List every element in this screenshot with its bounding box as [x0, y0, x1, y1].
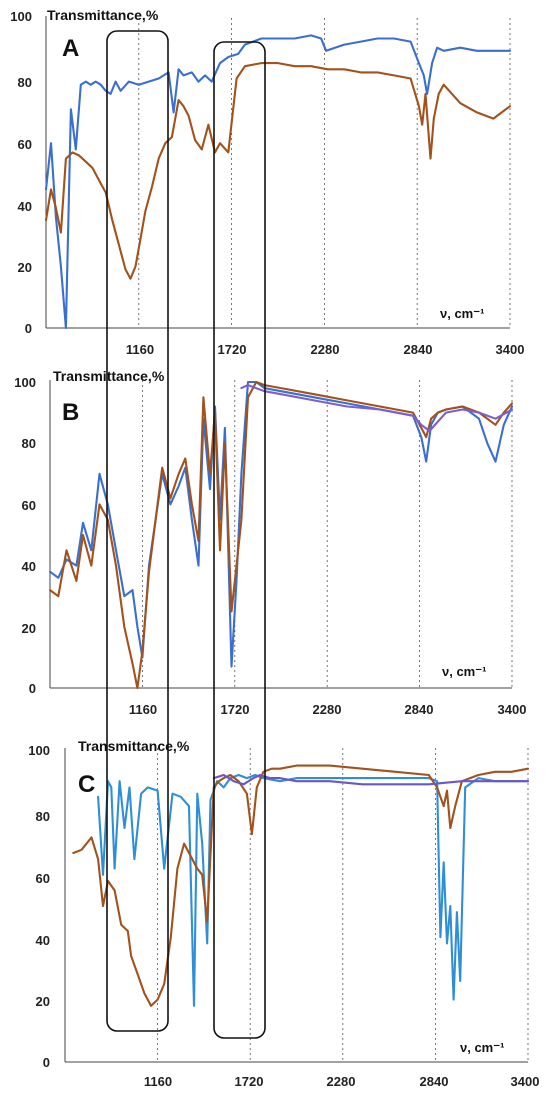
panel-c-letter: C: [78, 771, 95, 798]
panel-b-ytick-100: 100: [14, 375, 36, 390]
panel-c-xtick-1720: 1720: [235, 1074, 264, 1089]
panel-a-ytick-60: 60: [18, 137, 32, 152]
panel-a-ytick-20: 20: [18, 260, 32, 275]
panel-a-xtick-1720: 1720: [218, 342, 247, 357]
panel-c-y-axis-title: Transmittance,%: [78, 738, 190, 754]
panel-b-series: [48, 380, 514, 690]
panel-c-x-axis-title: ν, cm⁻¹: [460, 1040, 504, 1055]
panel-c-series-2: [72, 764, 530, 1007]
panel-c-ytick-80: 80: [36, 809, 50, 824]
panel-c: Transmittance,% C ν, cm⁻¹ 100 80 60 40 2…: [28, 738, 539, 1089]
panel-b-ytick-20: 20: [22, 621, 36, 636]
highlight-box-right: [213, 41, 266, 1039]
panel-c-series-1: [97, 773, 530, 1007]
panel-c-xtick-2840: 2840: [420, 1074, 449, 1089]
panel-b-ytick-80: 80: [22, 436, 36, 451]
panel-b-xtick-2840: 2840: [405, 702, 434, 717]
panel-b-gridlines: [141, 380, 513, 688]
panel-c-gridlines: [157, 748, 529, 1062]
panel-a-xtick-2280: 2280: [311, 342, 340, 357]
panel-a-ytick-80: 80: [18, 75, 32, 90]
panel-c-ytick-60: 60: [36, 871, 50, 886]
panel-c-ytick-100: 100: [28, 743, 50, 758]
panel-b-y-ticks: 100 80 60 40 20 0: [14, 375, 36, 696]
panel-b-x-axis-title: ν, cm⁻¹: [442, 664, 486, 679]
panel-a-xtick-3400: 3400: [496, 342, 525, 357]
panel-a-x-axis-title: ν, cm⁻¹: [440, 306, 484, 321]
panel-c-series: [72, 764, 530, 1007]
panel-a-x-ticks: 1160 1720 2280 2840 3400: [126, 342, 525, 357]
panel-c-xtick-3400: 3400: [511, 1074, 540, 1089]
panel-b-ytick-0: 0: [29, 681, 36, 696]
panel-a: Transmittance,% A ν, cm⁻¹ 100 80 60 40 2…: [10, 7, 524, 357]
panel-b-xtick-2280: 2280: [313, 702, 342, 717]
panel-a-series-1: [44, 34, 512, 330]
panel-a-y-axis-title: Transmittance,%: [47, 7, 159, 23]
panel-a-xtick-1160: 1160: [126, 342, 154, 357]
panel-c-ytick-40: 40: [36, 933, 50, 948]
highlight-box-left: [106, 30, 169, 1032]
panel-b-xtick-3400: 3400: [498, 702, 527, 717]
panel-a-series: [44, 34, 512, 330]
panel-c-xtick-1160: 1160: [144, 1074, 172, 1089]
panel-b-xtick-1720: 1720: [221, 702, 250, 717]
panel-a-y-ticks: 100 80 60 40 20 0: [10, 9, 32, 336]
panel-a-ytick-0: 0: [25, 321, 32, 336]
panel-a-ytick-100: 100: [10, 9, 32, 24]
panel-b-series-2: [48, 380, 514, 690]
panel-a-ytick-40: 40: [18, 199, 32, 214]
panel-b-x-ticks: 1160 1720 2280 2840 3400: [129, 702, 527, 717]
panel-a-letter: A: [62, 35, 79, 62]
panel-b-letter: B: [62, 399, 79, 426]
panel-c-y-ticks: 100 80 60 40 20 0: [28, 743, 50, 1070]
panel-b-series-3: [240, 384, 514, 433]
panel-a-gridlines: [138, 18, 511, 328]
panel-b: Transmittance,% B ν, cm⁻¹ 100 80 60 40 2…: [14, 368, 526, 717]
panel-b-y-axis-title: Transmittance,%: [53, 368, 165, 384]
panel-c-ytick-0: 0: [43, 1055, 50, 1070]
panel-c-series-3: [212, 773, 530, 786]
panel-b-series-1: [48, 380, 514, 668]
panel-b-xtick-1160: 1160: [129, 702, 157, 717]
panel-c-xtick-2280: 2280: [327, 1074, 356, 1089]
panel-a-xtick-2840: 2840: [404, 342, 433, 357]
panel-b-ytick-60: 60: [22, 498, 36, 513]
panel-c-ytick-20: 20: [36, 994, 50, 1009]
panel-c-x-ticks: 1160 1720 2280 2840 3400: [144, 1074, 540, 1089]
panel-a-series-2: [44, 62, 512, 280]
panel-b-ytick-40: 40: [22, 559, 36, 574]
